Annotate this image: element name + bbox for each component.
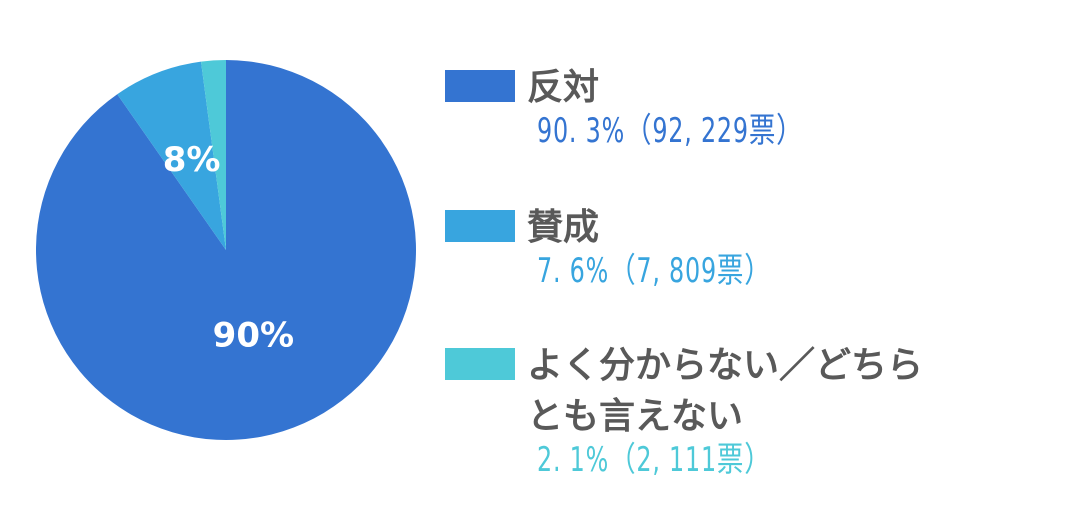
legend-label-unsure: よく分からない／どちら とも言えない bbox=[527, 345, 924, 438]
legend-item-support: 賛成 7. 6%（7, 809票） bbox=[445, 202, 1065, 320]
legend-item-unsure: よく分からない／どちら とも言えない 2. 1%（2, 111票） bbox=[445, 340, 1065, 480]
pie-slice-0 bbox=[35, 60, 416, 440]
legend-swatch-support bbox=[445, 210, 515, 242]
pie-slice-label-0: 90% bbox=[213, 315, 294, 355]
legend-value-unsure: 2. 1%（2, 111票） bbox=[537, 440, 772, 481]
legend-swatch-oppose bbox=[445, 70, 515, 102]
legend-value-oppose: 90. 3%（92, 229票） bbox=[537, 111, 804, 152]
legend-value-support: 7. 6%（7, 809票） bbox=[537, 251, 772, 292]
legend: 反対 90. 3%（92, 229票） 賛成 7. 6%（7, 809票） よく… bbox=[445, 62, 1065, 500]
pie-slice-label-1: 8% bbox=[163, 140, 221, 180]
legend-label-support: 賛成 bbox=[527, 207, 600, 248]
legend-swatch-unsure bbox=[445, 348, 515, 380]
pie-svg: 90% 8% bbox=[35, 60, 416, 440]
pie-slice-1 bbox=[117, 61, 226, 250]
legend-item-oppose: 反対 90. 3%（92, 229票） bbox=[445, 62, 1065, 182]
legend-label-oppose: 反対 bbox=[527, 67, 600, 108]
pie-slice-2 bbox=[201, 60, 226, 250]
